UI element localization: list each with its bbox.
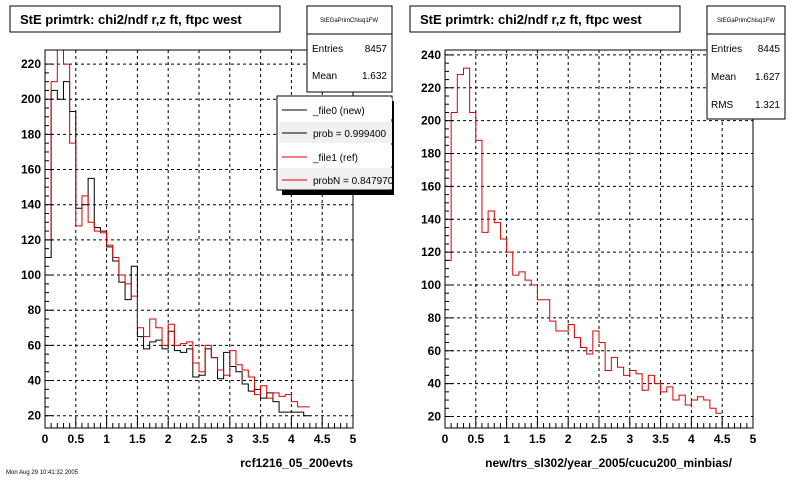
right-x-axis: 0 0.5 1 1.5 2 2.5 3 3.5 4 4.5 5 — [442, 418, 757, 446]
x-tick-label: 4 — [688, 432, 695, 446]
y-tick-label: 60 — [428, 344, 442, 358]
legend-entry-probn: probN = 0.847970 — [313, 176, 394, 187]
y-tick-label: 240 — [421, 48, 441, 62]
legend-entry-new: _file0 (new) — [312, 106, 365, 117]
y-tick-label: 60 — [28, 338, 42, 352]
y-tick-label: 120 — [21, 233, 41, 247]
x-tick-label: 0 — [42, 432, 49, 446]
right-stats-mean: 1.627 — [755, 72, 780, 83]
y-tick-label: 220 — [421, 81, 441, 95]
legend-entry-prob: prob = 0.999400 — [313, 129, 387, 140]
x-tick-label: 0.5 — [467, 432, 484, 446]
y-tick-label: 20 — [428, 409, 442, 423]
x-tick-label: 0 — [442, 432, 449, 446]
y-tick-label: 160 — [21, 163, 41, 177]
x-tick-label: 2 — [565, 432, 572, 446]
left-histograms — [45, 50, 310, 417]
y-tick-label: 100 — [21, 268, 41, 282]
y-tick-label: 220 — [21, 57, 41, 71]
y-tick-label: 80 — [28, 303, 42, 317]
left-stats-mean: 1.632 — [362, 71, 387, 82]
y-tick-label: 180 — [421, 147, 441, 161]
right-stats-mean-label: Mean — [711, 72, 736, 83]
footer-timestamp: Mon Aug 29 10:41:32 2005 — [6, 470, 79, 476]
x-tick-label: 3 — [226, 432, 233, 446]
y-tick-label: 40 — [28, 374, 42, 388]
histogram-series-0 — [445, 67, 723, 414]
x-tick-label: 3.5 — [652, 432, 669, 446]
right-stats-rms-label: RMS — [711, 100, 734, 111]
y-tick-label: 80 — [428, 311, 442, 325]
right-x-label: new/trs_sl302/year_2005/cucu200_minbias/ — [485, 456, 732, 470]
x-tick-label: 2 — [165, 432, 172, 446]
y-tick-label: 120 — [421, 245, 441, 259]
y-tick-label: 200 — [21, 92, 41, 106]
x-tick-label: 1.5 — [129, 432, 146, 446]
x-tick-label: 1 — [103, 432, 110, 446]
y-tick-label: 180 — [21, 127, 41, 141]
left-title: StE primtrk: chi2/ndf r,z ft, ftpc west — [20, 12, 242, 27]
y-tick-label: 100 — [421, 278, 441, 292]
x-tick-label: 3.5 — [252, 432, 269, 446]
y-tick-label: 160 — [421, 179, 441, 193]
x-tick-label: 1 — [503, 432, 510, 446]
right-histograms — [445, 67, 723, 414]
left-stats-entries-label: Entries — [312, 44, 343, 55]
x-tick-label: 0.5 — [67, 432, 84, 446]
x-tick-label: 2.5 — [191, 432, 208, 446]
right-stats-entries: 8445 — [758, 44, 781, 55]
right-panel: 20 40 60 80 100 120 140 160 180 200 220 240 0 0.5 1 1.… — [409, 5, 786, 470]
x-tick-label: 4 — [288, 432, 295, 446]
x-tick-label: 5 — [750, 432, 757, 446]
x-tick-label: 3 — [626, 432, 633, 446]
left-stats-entries: 8457 — [365, 44, 388, 55]
y-tick-label: 140 — [21, 198, 41, 212]
left-x-label: rcf1216_05_200evts — [240, 456, 353, 470]
right-stats-name: StEGaPrimChisq1FW — [717, 18, 775, 24]
right-stats-rms: 1.321 — [755, 100, 780, 111]
x-tick-label: 4.5 — [714, 432, 731, 446]
y-tick-label: 20 — [28, 409, 42, 423]
right-stats-box: StEGaPrimChisq1FW Entries 8445 Mean 1.62… — [706, 5, 786, 120]
right-stats-entries-label: Entries — [711, 44, 742, 55]
x-tick-label: 2.5 — [591, 432, 608, 446]
histogram-series-0 — [45, 81, 310, 417]
left-stats-name: StEGaPrimChisq1FW — [320, 18, 378, 24]
legend-entry-ref: _file1 (ref) — [312, 153, 358, 164]
x-tick-label: 1.5 — [529, 432, 546, 446]
x-tick-label: 4.5 — [314, 432, 331, 446]
left-stats-mean-label: Mean — [312, 71, 337, 82]
y-tick-label: 40 — [428, 377, 442, 391]
left-legend: _file0 (new) prob = 0.999400 _file1 (ref… — [276, 95, 394, 195]
y-tick-label: 140 — [421, 212, 441, 226]
left-title-box — [9, 5, 281, 33]
x-tick-label: 5 — [350, 432, 357, 446]
right-title-box — [409, 5, 681, 33]
right-y-axis: 20 40 60 80 100 120 140 160 180 200 220 240 — [421, 48, 453, 423]
left-x-axis: 0 0.5 1 1.5 2 2.5 3 3.5 4 4.5 5 — [42, 418, 357, 446]
y-tick-label: 200 — [421, 114, 441, 128]
left-stats-box: StEGaPrimChisq1FW Entries 8457 Mean 1.63… — [306, 5, 393, 93]
histogram-series-1 — [45, 50, 310, 408]
right-title: StE primtrk: chi2/ndf r,z ft, ftpc west — [420, 12, 642, 27]
left-panel: 20 40 60 80 100 120 140 160 180 200 220 0 0.5 1 1.5 2 2… — [6, 5, 394, 476]
left-y-axis: 20 40 60 80 100 120 140 160 180 200 220 — [21, 57, 53, 423]
